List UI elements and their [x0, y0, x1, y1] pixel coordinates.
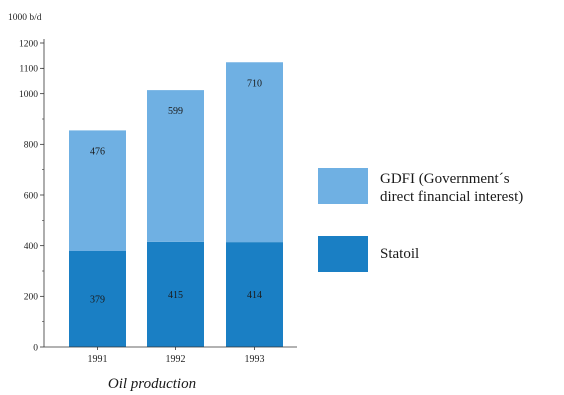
- bar-value-label: 414: [247, 290, 262, 301]
- y-tick-label: 1000: [19, 90, 38, 100]
- y-tick-label: 200: [24, 293, 39, 303]
- bar-segment-gdfi-1993: [226, 62, 283, 243]
- y-tick-label: 0: [33, 343, 38, 353]
- x-tick-label: 1993: [245, 354, 265, 365]
- legend-label: direct financial interest): [380, 189, 523, 205]
- y-tick-label: 800: [24, 141, 39, 151]
- bar-segment-statoil-1993: [226, 242, 283, 347]
- bar-value-label: 599: [168, 106, 183, 117]
- legend-label: Statoil: [380, 246, 419, 262]
- bars-group: 379 476 415 599 414 710: [69, 62, 283, 347]
- bar-segment-gdfi-1992: [147, 90, 204, 242]
- y-tick-label: 1200: [19, 39, 38, 49]
- bar-value-label: 415: [168, 290, 183, 301]
- y-axis-unit-label: 1000 b/d: [8, 13, 42, 23]
- legend: GDFI (Government´s direct financial inter…: [318, 168, 523, 272]
- y-tick-label: 400: [24, 242, 39, 252]
- y-tick-label: 600: [24, 191, 39, 201]
- bar-value-label: 379: [90, 294, 105, 305]
- y-axis: 0 200 400 600 800 1000 1100 1200: [19, 39, 45, 353]
- legend-swatch: [318, 236, 368, 272]
- bar-value-label: 476: [90, 146, 105, 157]
- bar-segment-statoil-1991: [69, 250, 126, 347]
- bar-segment-statoil-1992: [147, 241, 204, 347]
- chart-title: Oil production: [108, 376, 196, 392]
- legend-label: GDFI (Government´s: [380, 171, 510, 187]
- x-axis: 1991 1992 1993: [44, 346, 297, 365]
- y-tick-label: 1100: [19, 65, 38, 75]
- x-tick-label: 1992: [166, 354, 186, 365]
- bar-segment-gdfi-1991: [69, 130, 126, 251]
- x-tick-label: 1991: [88, 354, 108, 365]
- legend-swatch: [318, 168, 368, 204]
- bar-value-label: 710: [247, 78, 262, 89]
